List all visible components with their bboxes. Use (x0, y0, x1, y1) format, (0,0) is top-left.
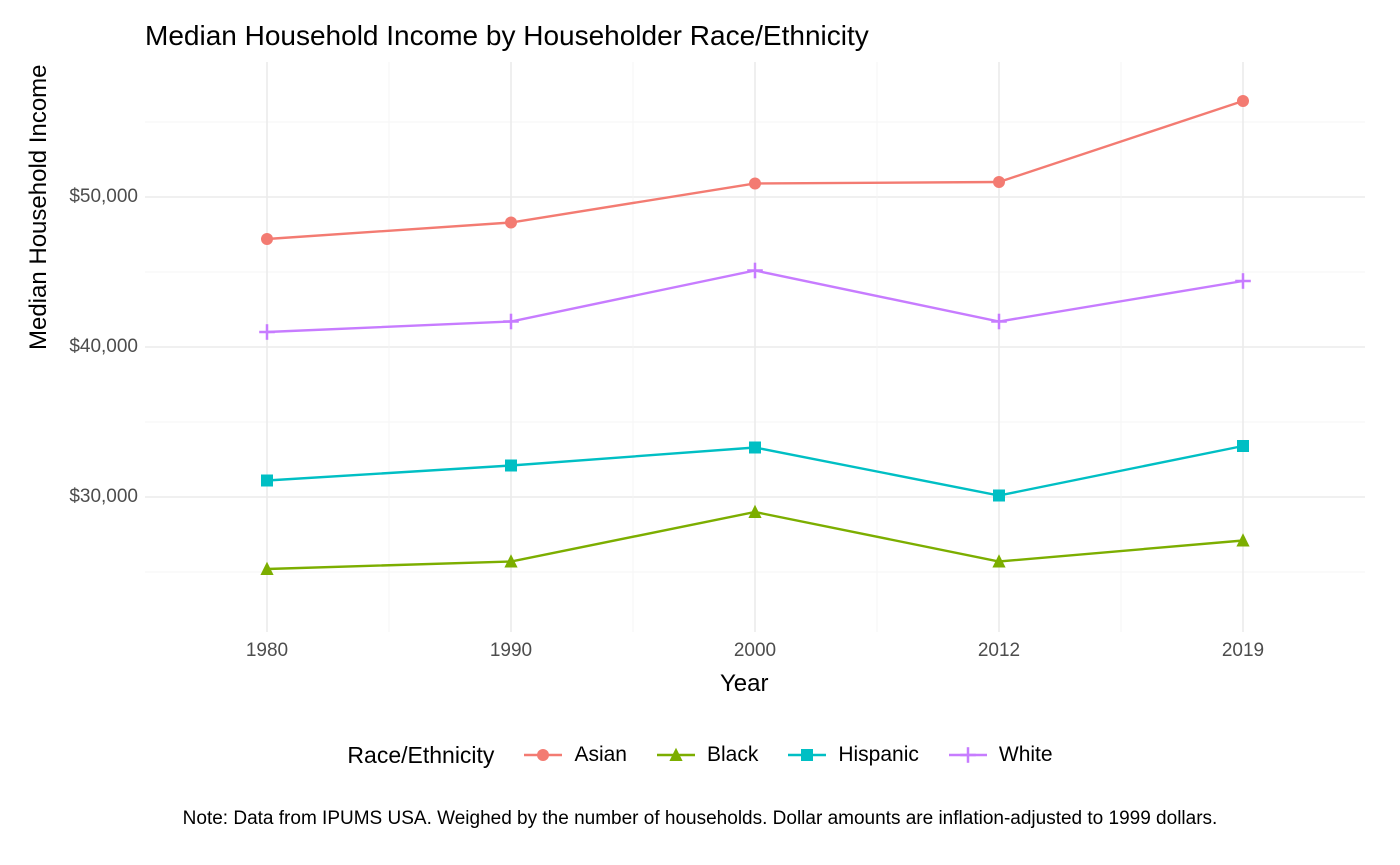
legend-title: Race/Ethnicity (347, 742, 494, 769)
chart-note: Note: Data from IPUMS USA. Weighed by th… (0, 808, 1400, 830)
legend-swatch (522, 740, 564, 770)
legend-label: White (999, 743, 1053, 767)
legend-swatch (786, 740, 828, 770)
x-tick-label: 2000 (734, 640, 776, 662)
x-axis-title: Year (720, 670, 769, 698)
legend-label: Black (707, 743, 758, 767)
y-tick-label: $40,000 (69, 336, 138, 358)
y-axis-title: Median Household Income (25, 64, 53, 350)
x-tick-label: 2012 (978, 640, 1020, 662)
legend-label: Asian (574, 743, 627, 767)
legend-items: Asian Black Hispanic White (522, 740, 1052, 770)
legend-label: Hispanic (838, 743, 919, 767)
legend-swatch (947, 740, 989, 770)
legend-item: Black (655, 740, 758, 770)
x-tick-label: 1990 (490, 640, 532, 662)
legend-item: White (947, 740, 1053, 770)
chart-container: Median Household Income by Householder R… (0, 0, 1400, 865)
x-tick-label: 2019 (1222, 640, 1264, 662)
legend-item: Asian (522, 740, 627, 770)
plot-svg (145, 62, 1365, 632)
chart-title: Median Household Income by Householder R… (145, 20, 869, 52)
legend-item: Hispanic (786, 740, 919, 770)
x-tick-label: 1980 (246, 640, 288, 662)
plot-area (145, 62, 1365, 632)
legend-swatch (655, 740, 697, 770)
y-tick-label: $50,000 (69, 186, 138, 208)
y-tick-label: $30,000 (69, 486, 138, 508)
legend: Race/Ethnicity Asian Black Hispanic White (0, 740, 1400, 770)
